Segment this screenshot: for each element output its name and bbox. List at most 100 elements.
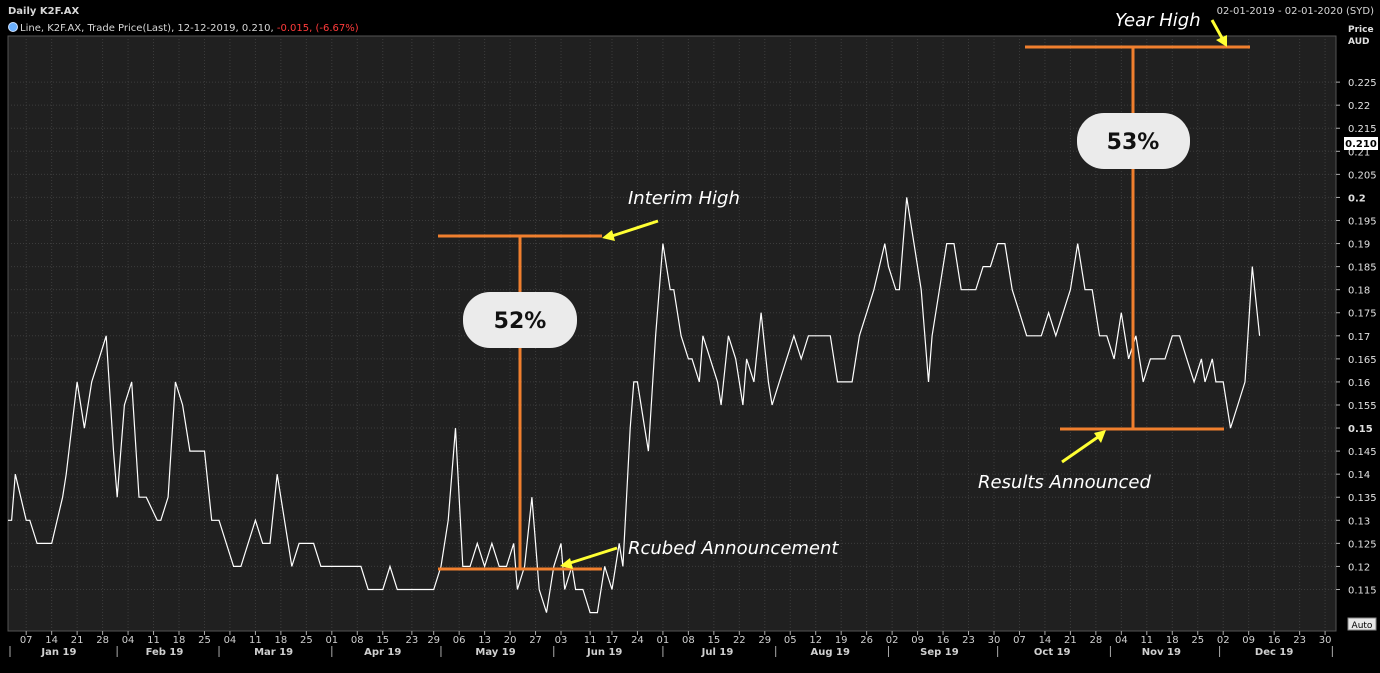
month-label: Oct 19 (1034, 647, 1071, 658)
year-high-arrow (1210, 19, 1224, 39)
interim-high-arrow (611, 219, 659, 238)
y-axis-title-price: Price (1348, 25, 1374, 35)
month-label: Jul 19 (701, 647, 734, 658)
annotation-left: 52% Interim High Rcubed Announcement (438, 188, 839, 571)
x-tick-label: 16 (937, 635, 950, 646)
x-tick-label: 29 (427, 635, 440, 646)
x-tick-label: 01 (657, 635, 670, 646)
x-tick-label: 13 (478, 635, 491, 646)
month-label: Jun 19 (586, 647, 622, 658)
x-tick-label: 25 (300, 635, 313, 646)
left-pct-label: 52% (494, 309, 547, 334)
price-line (8, 197, 1261, 614)
auto-scale-button[interactable] (1347, 617, 1377, 631)
x-tick-label: 25 (198, 635, 211, 646)
y-tick-label: 0.125 (1348, 539, 1377, 550)
x-tick-label: 07 (1013, 635, 1026, 646)
x-tick-label: 26 (860, 635, 873, 646)
month-label: Aug 19 (811, 647, 850, 658)
month-label: Dec 19 (1255, 647, 1293, 658)
x-tick-label: 09 (1242, 635, 1255, 646)
rcubed-arrowhead (560, 558, 573, 569)
y-tick-label: 0.15 (1348, 424, 1373, 435)
month-label: Mar 19 (254, 647, 293, 658)
legend-change: -0.015, (-6.67%) (276, 23, 359, 34)
x-tick-label: 23 (1293, 635, 1306, 646)
y-tick-label: 0.225 (1348, 78, 1377, 89)
y-tick-label: 0.165 (1348, 355, 1377, 366)
x-tick-label: 11 (1140, 635, 1153, 646)
month-label: Apr 19 (364, 647, 401, 658)
legend-text: Line, K2F.AX, Trade Price(Last), 12-12-2… (20, 23, 277, 34)
globe-icon[interactable] (8, 22, 18, 32)
x-tick-label: 16 (1268, 635, 1281, 646)
y-tick-label: 0.195 (1348, 216, 1377, 227)
rcubed-label: Rcubed Announcement (628, 538, 839, 559)
y-tick-label: 0.12 (1348, 562, 1370, 573)
y-tick-label: 0.16 (1348, 378, 1370, 389)
x-tick-label: 18 (173, 635, 186, 646)
x-tick-label: 28 (1090, 635, 1103, 646)
y-tick-label: 0.2 (1348, 193, 1366, 204)
x-tick-label: 27 (529, 635, 542, 646)
x-tick-label: 02 (886, 635, 899, 646)
x-tick-label: 18 (275, 635, 288, 646)
x-tick-label: 29 (758, 635, 771, 646)
y-tick-label: 0.215 (1348, 124, 1377, 135)
x-tick-label: 06 (453, 635, 466, 646)
x-tick-label: 08 (351, 635, 364, 646)
x-tick-label: 03 (555, 635, 568, 646)
y-axis-title-aud: AUD (1348, 37, 1369, 47)
results-arrow (1061, 435, 1099, 464)
x-tick-label: 28 (96, 635, 109, 646)
x-tick-label: 14 (45, 635, 58, 646)
results-label: Results Announced (978, 472, 1151, 493)
results-arrowhead (1094, 430, 1106, 443)
x-tick-label: 30 (1319, 635, 1332, 646)
month-label: Nov 19 (1142, 647, 1181, 658)
x-tick-label: 19 (835, 635, 848, 646)
x-tick-label: 14 (1039, 635, 1052, 646)
y-tick-label: 0.19 (1348, 240, 1370, 251)
y-tick-label: 0.155 (1348, 401, 1377, 412)
year-high-arrowhead (1216, 35, 1227, 47)
y-tick-label: 0.115 (1348, 585, 1377, 596)
right-pct-label: 53% (1107, 130, 1160, 155)
x-tick-label: 22 (733, 635, 746, 646)
x-tick-label: 05 (784, 635, 797, 646)
x-tick-label: 12 (809, 635, 822, 646)
x-tick-label: 09 (911, 635, 924, 646)
y-tick-label: 0.17 (1348, 332, 1370, 343)
x-tick-label: 07 (20, 635, 33, 646)
chart-instrument-title: Daily K2F.AX (8, 6, 80, 17)
series-legend: Line, K2F.AX, Trade Price(Last), 12-12-2… (8, 22, 359, 36)
x-tick-label: 18 (1166, 635, 1179, 646)
x-tick-label: 04 (122, 635, 135, 646)
interim-high-arrowhead (602, 230, 615, 241)
month-label: Jan 19 (40, 647, 76, 658)
y-tick-label: 0.21 (1348, 147, 1370, 158)
x-tick-label: 23 (405, 635, 418, 646)
price-series (8, 197, 1261, 614)
x-tick-label: 15 (376, 635, 389, 646)
x-tick-label: 11 (584, 635, 597, 646)
chart-header: Daily K2F.AX 02-01-2019 - 02-01-2020 (SY… (0, 0, 1380, 22)
x-tick-label: 04 (1115, 635, 1128, 646)
auto-scale-label: Auto (1352, 621, 1373, 631)
annotation-right: 53% Year High Results Announced (978, 10, 1250, 493)
month-label: Sep 19 (920, 647, 959, 658)
y-tick-label: 0.175 (1348, 309, 1377, 320)
x-tick-label: 11 (249, 635, 262, 646)
x-tick-label: 20 (504, 635, 517, 646)
x-tick-label: 24 (631, 635, 644, 646)
x-tick-label: 02 (1217, 635, 1230, 646)
y-tick-label: 0.13 (1348, 516, 1370, 527)
x-tick-label: 11 (147, 635, 160, 646)
x-tick-label: 21 (1064, 635, 1077, 646)
y-tick-label: 0.14 (1348, 470, 1370, 481)
y-tick-label: 0.145 (1348, 447, 1377, 458)
last-price-label: 0.210 (1345, 139, 1377, 150)
y-axis: Price AUD 0.115 0.12 0.125 0.13 0.135 0.14 0.1… (1336, 25, 1377, 596)
